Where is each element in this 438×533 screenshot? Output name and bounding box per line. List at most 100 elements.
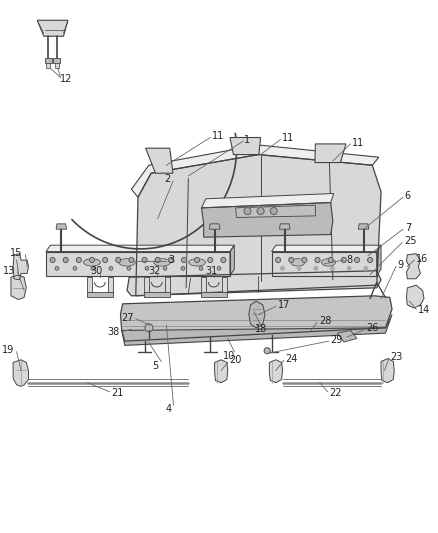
Polygon shape [201, 292, 227, 297]
Polygon shape [381, 359, 394, 383]
Circle shape [208, 257, 213, 262]
Circle shape [168, 257, 173, 262]
Text: 12: 12 [60, 74, 73, 84]
Polygon shape [136, 155, 381, 296]
Circle shape [367, 257, 373, 262]
Circle shape [244, 207, 251, 215]
Polygon shape [272, 252, 377, 276]
Text: 30: 30 [90, 266, 102, 276]
Text: 5: 5 [152, 361, 159, 370]
Ellipse shape [291, 259, 305, 266]
Circle shape [109, 266, 113, 270]
Polygon shape [144, 292, 170, 297]
Text: 26: 26 [367, 324, 379, 333]
Polygon shape [358, 224, 369, 229]
Polygon shape [145, 148, 173, 173]
Polygon shape [127, 271, 381, 296]
Text: 24: 24 [286, 354, 298, 364]
Polygon shape [230, 245, 234, 276]
Circle shape [199, 266, 203, 270]
Text: 21: 21 [111, 389, 124, 398]
Polygon shape [272, 245, 381, 252]
Text: 1: 1 [244, 135, 251, 144]
Circle shape [315, 257, 320, 262]
Circle shape [163, 266, 167, 270]
Polygon shape [337, 330, 357, 342]
Text: 3: 3 [168, 255, 174, 265]
Circle shape [328, 257, 333, 262]
Polygon shape [13, 360, 28, 386]
Polygon shape [279, 224, 290, 229]
Polygon shape [222, 277, 227, 292]
Circle shape [145, 324, 153, 332]
Text: 14: 14 [418, 305, 430, 315]
Circle shape [257, 207, 264, 215]
Circle shape [297, 266, 301, 270]
Circle shape [50, 257, 55, 262]
Text: 22: 22 [329, 389, 342, 398]
Polygon shape [249, 301, 265, 328]
Ellipse shape [119, 259, 135, 266]
Ellipse shape [154, 259, 170, 266]
Text: 25: 25 [404, 237, 417, 246]
Text: 11: 11 [282, 133, 294, 142]
Circle shape [145, 266, 149, 270]
Text: 31: 31 [205, 266, 218, 276]
Circle shape [281, 266, 284, 270]
Circle shape [55, 266, 59, 270]
Text: 7: 7 [405, 223, 411, 233]
Text: 27: 27 [121, 313, 134, 322]
Circle shape [270, 207, 277, 215]
Text: 20: 20 [230, 356, 242, 365]
Polygon shape [46, 245, 234, 252]
Circle shape [89, 257, 95, 262]
Polygon shape [108, 277, 113, 292]
Polygon shape [53, 58, 60, 63]
Text: 13: 13 [3, 266, 15, 276]
Text: 23: 23 [391, 352, 403, 361]
Text: 9: 9 [398, 261, 404, 270]
Text: 10: 10 [223, 351, 235, 361]
Circle shape [341, 257, 346, 262]
Circle shape [102, 257, 108, 262]
Circle shape [181, 257, 187, 262]
Ellipse shape [84, 259, 100, 266]
Text: 28: 28 [319, 317, 331, 326]
Polygon shape [201, 193, 334, 208]
Circle shape [129, 257, 134, 262]
Text: 8: 8 [346, 255, 352, 265]
Circle shape [76, 257, 81, 262]
Polygon shape [269, 360, 283, 383]
Polygon shape [11, 275, 26, 300]
Ellipse shape [189, 259, 205, 266]
Circle shape [91, 266, 95, 270]
Polygon shape [37, 20, 68, 36]
Polygon shape [122, 314, 392, 345]
Polygon shape [46, 252, 230, 276]
Circle shape [217, 266, 221, 270]
Text: 2: 2 [165, 174, 171, 183]
Polygon shape [315, 144, 346, 163]
Text: 18: 18 [255, 324, 267, 334]
Circle shape [314, 266, 318, 270]
Circle shape [181, 266, 185, 270]
Circle shape [155, 257, 160, 262]
Text: 17: 17 [278, 301, 290, 310]
Circle shape [331, 266, 334, 270]
Text: 32: 32 [148, 266, 160, 276]
Polygon shape [406, 285, 424, 308]
Text: 29: 29 [330, 335, 343, 345]
Polygon shape [201, 203, 333, 237]
Circle shape [63, 257, 68, 262]
Circle shape [364, 266, 367, 270]
Circle shape [289, 257, 294, 262]
Polygon shape [46, 63, 50, 68]
Circle shape [276, 257, 281, 262]
Circle shape [221, 257, 226, 262]
Polygon shape [13, 254, 28, 280]
Text: 11: 11 [352, 138, 364, 148]
Polygon shape [209, 224, 220, 229]
Polygon shape [201, 277, 206, 292]
Circle shape [194, 257, 200, 262]
Circle shape [347, 266, 351, 270]
